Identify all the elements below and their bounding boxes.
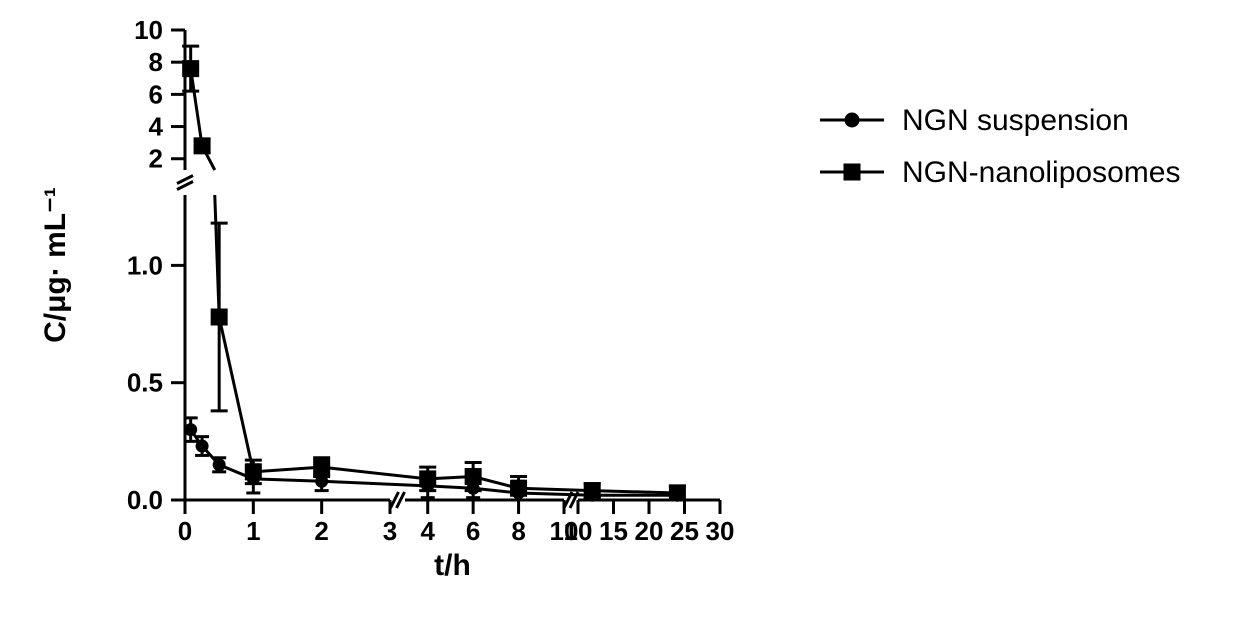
x-tick-label: 15 bbox=[599, 516, 628, 546]
y-tick-label: 10 bbox=[134, 15, 163, 45]
x-tick-label: 1 bbox=[246, 516, 260, 546]
y-tick-label: 2 bbox=[149, 144, 163, 174]
x-tick-label: 30 bbox=[706, 516, 735, 546]
x-tick-label: 4 bbox=[420, 516, 435, 546]
legend-label: NGN suspension bbox=[902, 104, 1129, 137]
y-tick-label: 4 bbox=[149, 112, 164, 142]
x-tick-label: 20 bbox=[635, 516, 664, 546]
x-tick-label: 0 bbox=[178, 516, 192, 546]
y-tick-label: 1.0 bbox=[127, 250, 163, 280]
y-tick-label: 0.0 bbox=[127, 485, 163, 515]
y-tick-label: 0.5 bbox=[127, 368, 163, 398]
x-tick-label: 25 bbox=[670, 516, 699, 546]
legend-label: NGN-nanoliposomes bbox=[902, 156, 1180, 189]
x-tick-label: 8 bbox=[511, 516, 525, 546]
x-tick-label: 2 bbox=[314, 516, 328, 546]
pk-chart: 01234681010152025300.00.51.0246810t/hC/μ… bbox=[0, 0, 1239, 626]
y-tick-label: 6 bbox=[149, 79, 163, 109]
x-tick-label: 3 bbox=[383, 516, 397, 546]
x-tick-label: 6 bbox=[466, 516, 480, 546]
x-tick-label: 10 bbox=[564, 516, 593, 546]
y-axis-label: C/μg· mL⁻¹ bbox=[39, 187, 72, 343]
y-tick-label: 8 bbox=[149, 47, 163, 77]
x-axis-label: t/h bbox=[434, 549, 471, 582]
